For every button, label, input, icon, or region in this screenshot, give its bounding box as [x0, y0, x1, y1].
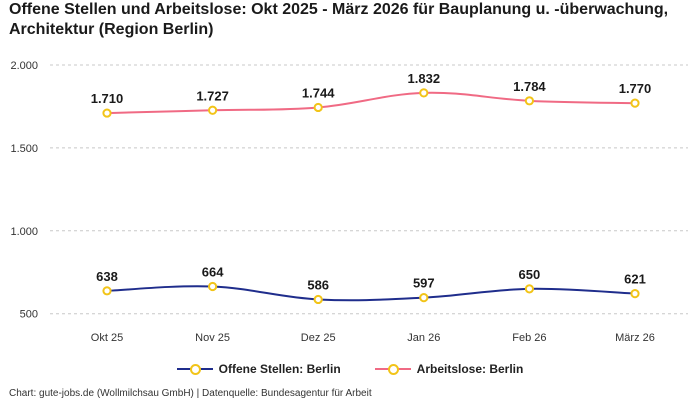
data-point-arbeitslose[interactable] — [102, 108, 112, 118]
x-tick-label: Nov 25 — [195, 332, 230, 344]
y-tick-label: 2.000 — [10, 60, 38, 72]
data-label-arbeitslose: 1.744 — [302, 85, 335, 100]
data-point-offene[interactable] — [419, 293, 429, 303]
axis-labels: 500 1.000 1.500 2.000 Okt 25 Nov 25 Dez 25 Jan … — [10, 60, 654, 344]
data-point-arbeitslose[interactable] — [419, 88, 429, 98]
data-point-offene[interactable] — [630, 289, 640, 299]
chart-title: Offene Stellen und Arbeitslose: Okt 2025… — [9, 1, 669, 38]
x-tick-label: Dez 25 — [301, 332, 336, 344]
legend-marker-arbeitslose — [387, 364, 399, 375]
source-note: Chart: gute-jobs.de (Wollmilchsau GmbH) … — [9, 388, 372, 399]
data-point-offene[interactable] — [208, 281, 218, 292]
data-point-arbeitslose[interactable] — [630, 98, 640, 108]
data-point-offene[interactable] — [313, 294, 323, 305]
x-tick-label: März 26 — [615, 332, 655, 344]
data-label-arbeitslose: 1.832 — [408, 71, 441, 86]
data-point-arbeitslose[interactable] — [313, 102, 323, 113]
x-tick-label: Jan 26 — [407, 332, 440, 344]
legend-swatch-arbeitslose — [374, 362, 411, 376]
data-label-offene: 597 — [413, 276, 435, 291]
legend-item-arbeitslose[interactable]: Arbeitslose: Berlin — [374, 362, 524, 376]
data-label-offene: 664 — [202, 265, 224, 280]
legend-label-offene: Offene Stellen: Berlin — [218, 362, 341, 376]
legend: Offene Stellen: Berlin Arbeitslose: Berl… — [0, 362, 700, 376]
x-tick-label: Okt 25 — [91, 332, 123, 344]
legend-item-offene[interactable]: Offene Stellen: Berlin — [176, 362, 341, 376]
data-point-offene[interactable] — [102, 286, 112, 296]
legend-swatch-offene — [176, 362, 213, 376]
data-point-offene[interactable] — [524, 284, 535, 294]
series-line-offene — [106, 285, 636, 302]
series-lines — [106, 91, 636, 302]
legend-label-arbeitslose: Arbeitslose: Berlin — [416, 362, 524, 376]
y-tick-label: 1.500 — [10, 143, 38, 155]
grid-lines — [50, 64, 688, 315]
data-label-arbeitslose: 1.784 — [513, 79, 546, 94]
data-label-offene: 586 — [307, 277, 329, 292]
y-tick-label: 500 — [20, 309, 38, 321]
data-label-arbeitslose: 1.710 — [91, 91, 124, 106]
data-label-offene: 650 — [519, 267, 541, 282]
data-label-arbeitslose: 1.727 — [196, 88, 229, 103]
series-line-arbeitslose — [106, 91, 636, 115]
data-markers — [102, 88, 640, 305]
legend-marker-offene — [189, 364, 201, 375]
y-tick-label: 1.000 — [10, 226, 38, 238]
data-labels: 638 664 586 597 650 621 1.710 1.727 1.744 1.832 1.… — [91, 71, 652, 293]
data-point-arbeitslose[interactable] — [208, 105, 218, 115]
x-tick-label: Feb 26 — [512, 332, 546, 344]
data-label-offene: 638 — [96, 269, 118, 284]
data-label-arbeitslose: 1.770 — [619, 81, 652, 96]
data-label-offene: 621 — [624, 272, 646, 287]
data-point-arbeitslose[interactable] — [524, 96, 535, 106]
